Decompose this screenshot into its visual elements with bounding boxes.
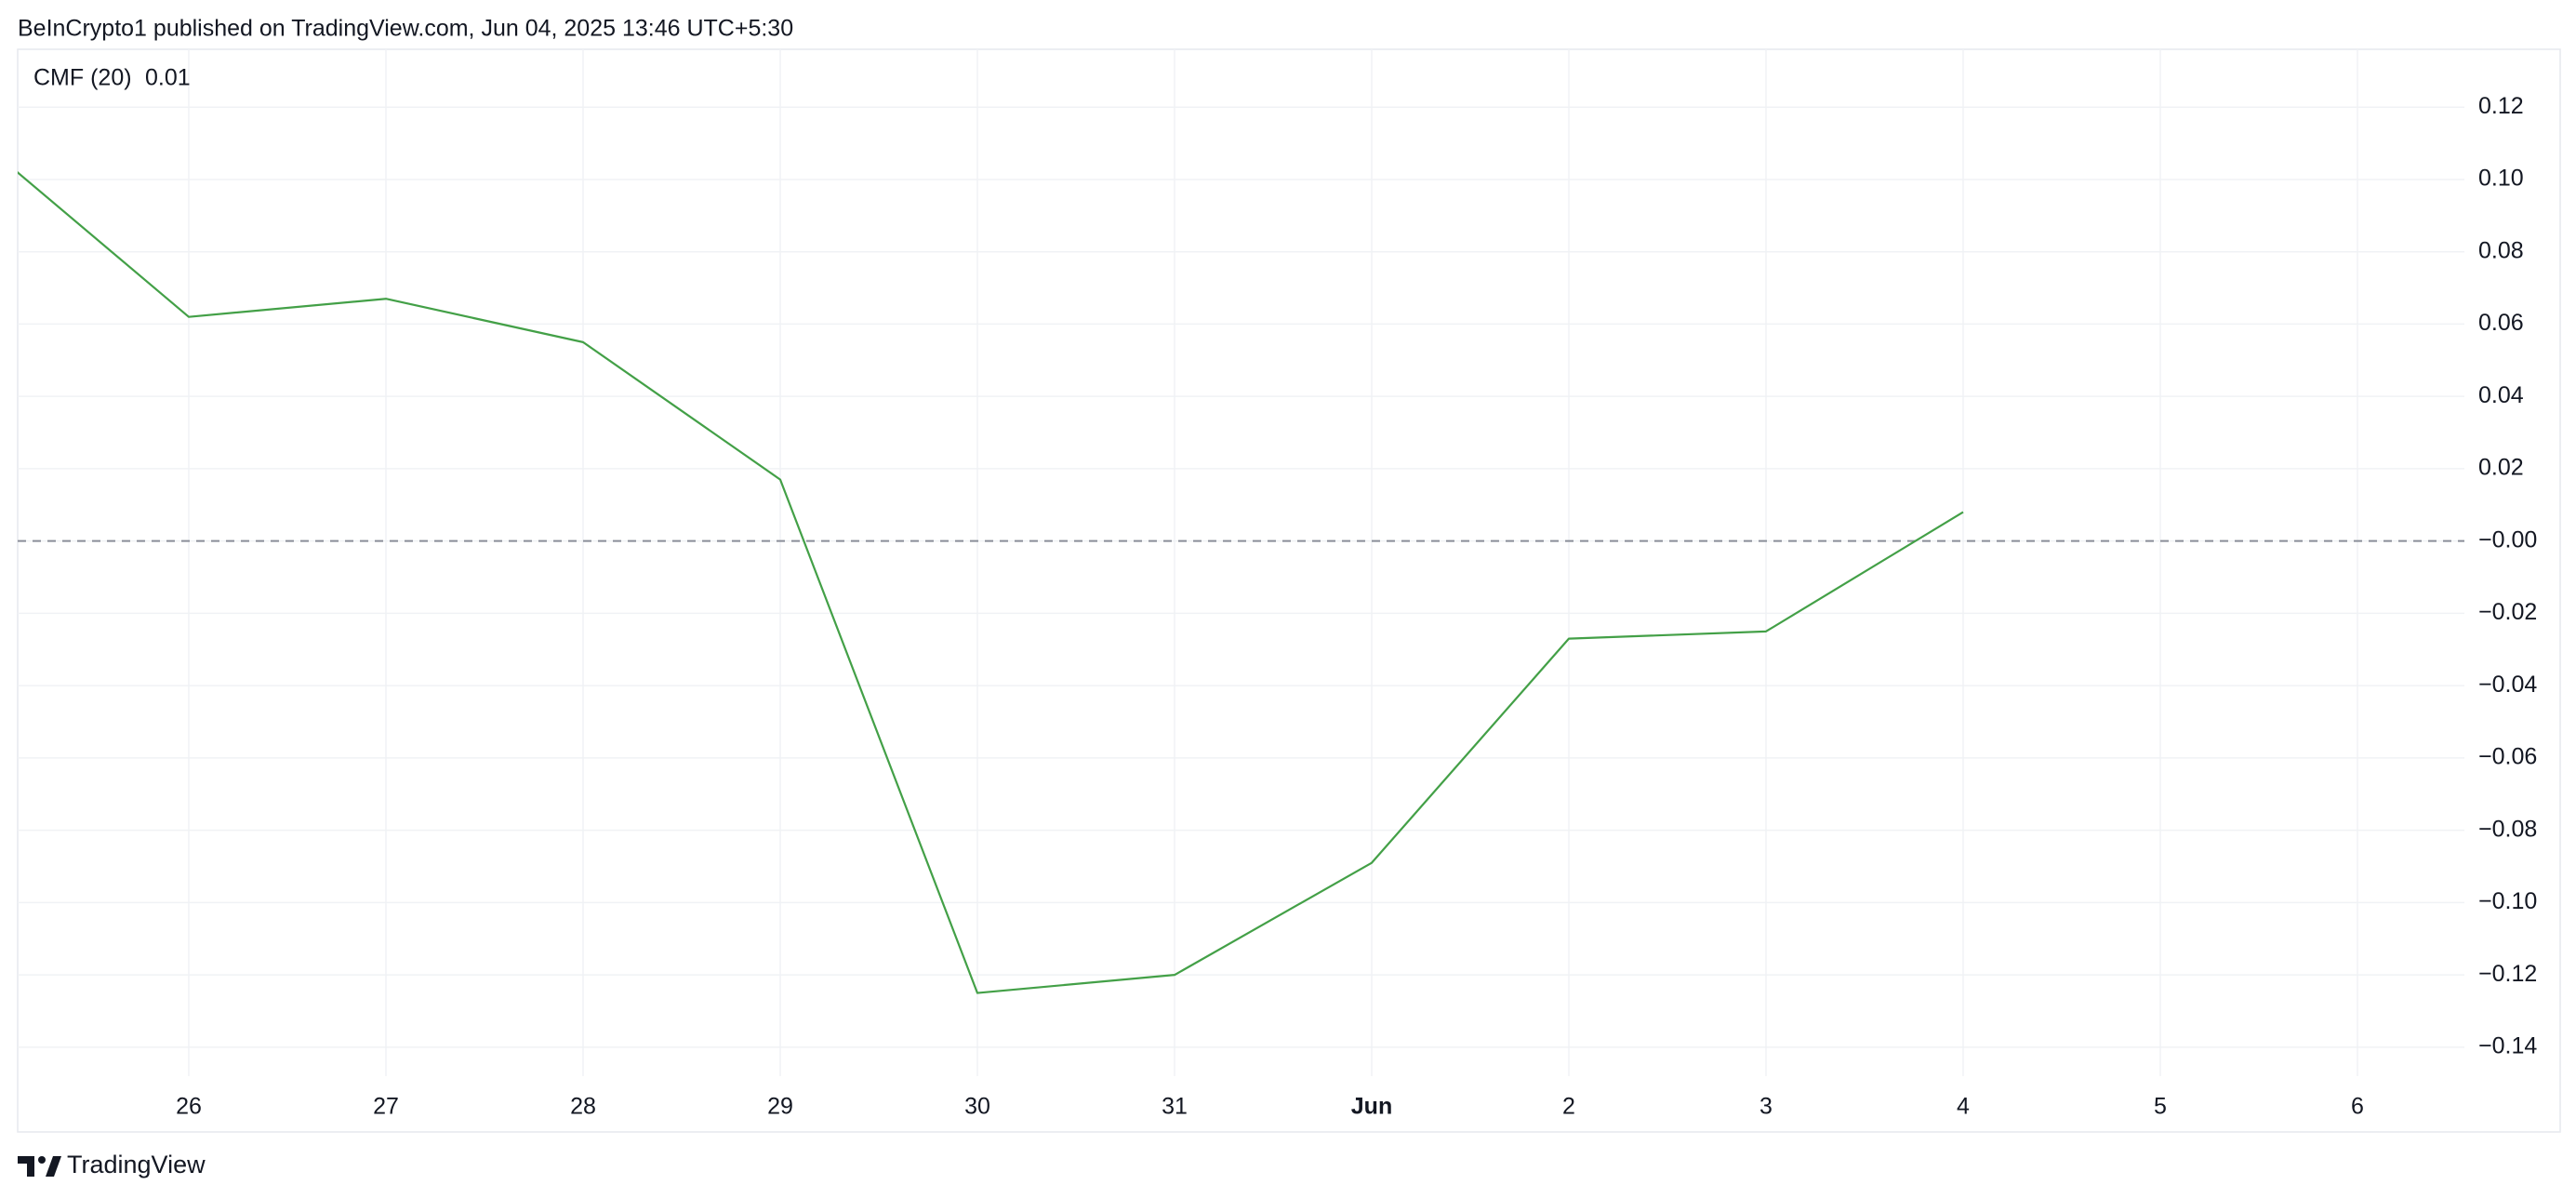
- footer-brand: TradingView: [67, 1151, 206, 1178]
- grid: [18, 49, 2464, 1076]
- x-tick-label: 6: [2351, 1094, 2364, 1120]
- x-tick-label: 26: [176, 1094, 202, 1120]
- y-tick-label: 0.08: [2478, 237, 2524, 263]
- x-tick-label: 4: [1957, 1094, 1970, 1120]
- chart-frame: [17, 48, 2561, 1133]
- y-tick-label: −0.02: [2478, 599, 2537, 625]
- y-tick-label: 0.04: [2478, 382, 2524, 408]
- y-tick-label: 0.10: [2478, 166, 2524, 192]
- y-tick-label: −0.14: [2478, 1033, 2537, 1059]
- x-tick-label: 2: [1562, 1094, 1575, 1120]
- y-tick-label: −0.12: [2478, 961, 2537, 987]
- y-tick-label: −0.06: [2478, 744, 2537, 770]
- y-tick-label: 0.06: [2478, 310, 2524, 336]
- logo-mark: [46, 1156, 61, 1177]
- x-tick-label: 3: [1759, 1094, 1773, 1120]
- x-tick-label: 5: [2154, 1094, 2167, 1120]
- legend-value: 0.01: [145, 65, 191, 91]
- chart-title: BeInCrypto1 published on TradingView.com…: [18, 16, 793, 42]
- y-tick-label: −0.08: [2478, 816, 2537, 842]
- y-tick-label: −0.00: [2478, 526, 2537, 552]
- logo: [18, 1156, 61, 1177]
- legend-label: CMF (20): [33, 65, 132, 91]
- x-tick-label: Jun: [1351, 1094, 1392, 1120]
- y-tick-label: 0.02: [2478, 455, 2524, 481]
- series-line: [18, 171, 1964, 994]
- x-tick-label: 31: [1162, 1094, 1188, 1120]
- x-tick-label: 27: [373, 1094, 399, 1120]
- plot-area: [18, 171, 2464, 994]
- logo-dot: [38, 1156, 46, 1164]
- x-tick-label: 28: [570, 1094, 596, 1120]
- y-tick-label: −0.10: [2478, 888, 2537, 914]
- x-tick-label: 30: [964, 1094, 990, 1120]
- logo-mark: [18, 1156, 34, 1177]
- y-tick-label: 0.12: [2478, 93, 2524, 119]
- x-tick-label: 29: [767, 1094, 793, 1120]
- y-tick-label: −0.04: [2478, 672, 2537, 698]
